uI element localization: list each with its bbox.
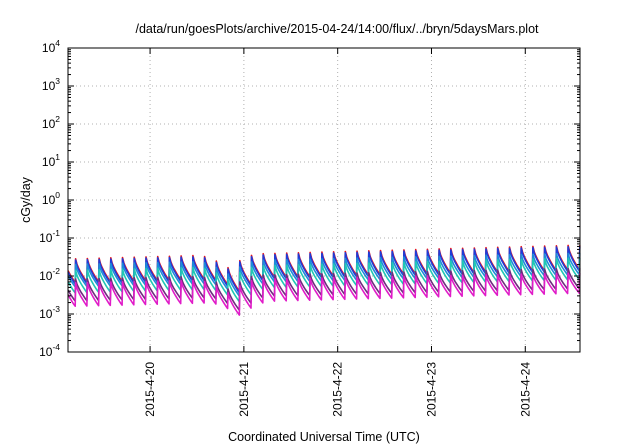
y-tick-label: 103	[42, 76, 60, 93]
x-tick-label: 2015-4-22	[331, 362, 345, 417]
series-line-3	[67, 252, 581, 297]
x-tick-label: 2015-4-24	[518, 362, 532, 417]
chart-title: /data/run/goesPlots/archive/2015-04-24/1…	[135, 22, 539, 36]
x-tick-label: 2015-4-21	[237, 362, 251, 417]
x-tick-label: 2015-4-20	[143, 362, 157, 417]
series-line-6	[67, 272, 581, 316]
y-tick-label: 10-2	[39, 266, 60, 283]
y-axis-label: cGy/day	[19, 176, 33, 223]
x-axis-label: Coordinated Universal Time (UTC)	[228, 430, 420, 444]
series-line-5	[67, 267, 581, 311]
series-line-4	[67, 257, 581, 303]
y-tick-label: 10-3	[39, 304, 60, 321]
grid	[68, 48, 580, 352]
y-tick-label: 104	[42, 38, 60, 55]
series-group	[67, 244, 581, 316]
y-axis: 10-4 10-3 10-2 10-1 100 101 102 103 104	[39, 38, 580, 359]
y-tick-label: 102	[42, 114, 60, 131]
x-axis: 2015-4-20 2015-4-21 2015-4-22 2015-4-23 2015…	[143, 48, 532, 417]
series-line-2	[67, 246, 581, 294]
y-tick-label: 10-4	[39, 342, 60, 359]
y-tick-label: 100	[42, 190, 60, 207]
x-tick-label: 2015-4-23	[424, 362, 438, 417]
y-tick-label: 10-1	[39, 228, 60, 245]
y-tick-label: 101	[42, 152, 60, 169]
